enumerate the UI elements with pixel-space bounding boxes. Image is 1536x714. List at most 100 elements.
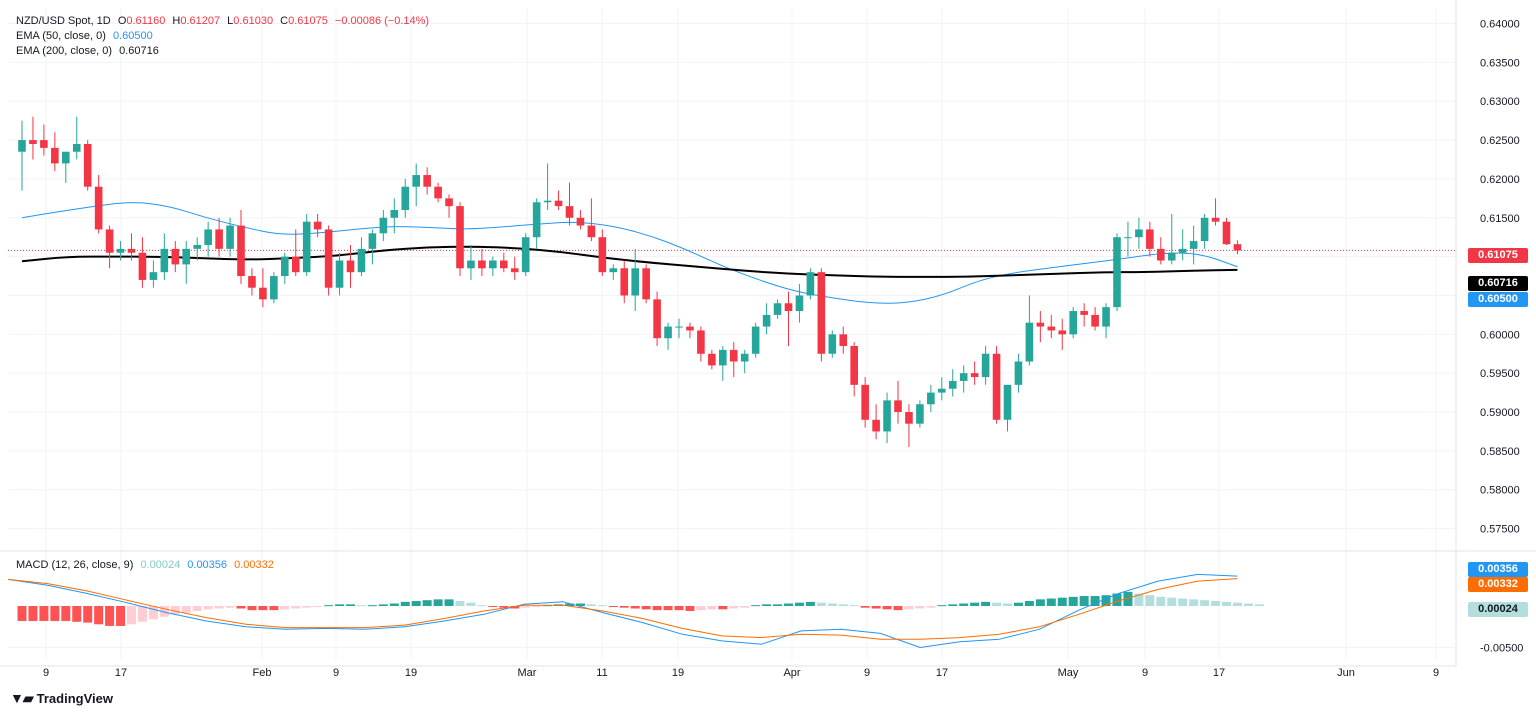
x-tick-label: 9 [1433,667,1439,679]
candle-body [543,200,552,203]
macd-histogram-bar [663,606,673,611]
ema50-label: EMA (50, close, 0) [16,30,106,42]
macd-histogram-bar [630,606,640,609]
macd-histogram-bar [356,605,366,607]
candle-body [182,248,191,265]
x-tick-label: 19 [405,667,417,679]
macd-histogram-bar [1200,600,1210,606]
candle-body [478,260,486,269]
macd-histogram-bar [346,604,355,606]
macd-histogram-bar [170,606,180,615]
candle-body [138,252,147,280]
candle-body [94,186,103,230]
macd-histogram-bar [707,606,717,610]
macd-histogram-bar [389,603,399,606]
candle-body [554,200,563,207]
macd-histogram-bar [816,602,826,606]
candle-body [653,299,661,339]
candle-body [773,303,782,315]
macd-histogram-bar [116,606,126,626]
candle-body [795,295,804,312]
macd-histogram-bar [904,606,914,610]
change-value: −0.00086 (−0.14%) [334,15,430,27]
candle-body [751,326,760,354]
candle-body [215,229,223,249]
macd-line-value: 0.00356 [187,559,228,571]
signal-tag: 0.00332 [1468,577,1528,592]
macd-histogram-bar [1003,603,1012,606]
candle-body [1091,314,1099,327]
candle-body [1113,237,1121,308]
macd-histogram-bar [1189,599,1199,606]
candle-body [379,217,388,234]
candle-body [204,229,212,245]
candle-body [981,353,990,378]
macd-line [7,573,1238,648]
macd-histogram-bar [1243,603,1253,606]
ema50-line [21,202,1238,304]
candle-body [839,334,848,346]
candle-body [1080,311,1088,315]
high-value: 0.61207 [180,15,221,27]
candle-body [401,186,410,211]
candle-body [160,248,169,273]
macd-histogram-bar [608,606,618,607]
low-value: 0.61030 [233,15,274,27]
candle-body [270,276,278,300]
macd-histogram-bar [302,606,312,608]
macd-histogram-bar [1145,595,1155,606]
candle-body [894,400,902,413]
high-label: H [172,15,181,27]
macd-histogram-bar [466,602,476,606]
price-tick-label: 0.63000 [1480,96,1520,108]
macd-signal-value: 0.00332 [234,559,274,571]
macd-histogram-bar [871,606,881,609]
macd-tag: 0.00356 [1468,562,1528,577]
macd-histogram-bar [1232,602,1242,606]
tradingview-logo[interactable]: ▼▰ TradingView [10,690,113,707]
candle-body [62,151,70,164]
macd-histogram-bar [1222,601,1231,606]
candle-body [1003,384,1012,420]
macd-histogram-bar [1156,596,1166,606]
macd-histogram-bar [510,606,520,609]
macd-histogram-bar [827,603,837,606]
candle-body [1102,307,1110,327]
macd-histogram-bar [1013,602,1023,606]
candle-body [697,330,705,354]
macd-histogram-bar [685,606,695,611]
macd-histogram-bar [83,606,93,623]
candle-body [1233,244,1242,251]
ema200-legend: EMA (200, close, 0) 0.60716 [16,44,163,59]
candle-body [883,400,891,432]
macd-histogram-bar [291,606,301,609]
candle-body [1124,237,1132,239]
x-tick-label: May [1058,667,1079,679]
candle-body [40,140,48,148]
macd-histogram-bar [1167,597,1177,606]
macd-histogram-bar [1035,599,1045,606]
x-tick-label: 9 [43,667,49,679]
macd-histogram-bar [411,601,421,606]
candle-body [927,392,935,405]
macd-histogram-bar [94,606,104,625]
macd-histogram-bar [400,601,410,606]
x-tick-label: 9 [1142,667,1148,679]
candle-body [489,260,497,269]
macd-histogram-bar [1024,601,1034,606]
candle-body [1200,217,1209,242]
macd-histogram-bar [444,599,454,606]
candle-body [1058,330,1067,335]
candle-body [445,198,453,207]
candle-body [948,380,957,389]
candle-body [576,217,585,226]
candle-body [905,412,913,424]
macd-histogram-bar [1211,601,1221,606]
candle-body [719,349,727,366]
candle-body [521,237,530,273]
candle-body [992,353,1001,420]
candle-body [226,225,234,249]
close-value: 0.61075 [288,15,328,27]
macd-histogram-bar [521,606,531,608]
